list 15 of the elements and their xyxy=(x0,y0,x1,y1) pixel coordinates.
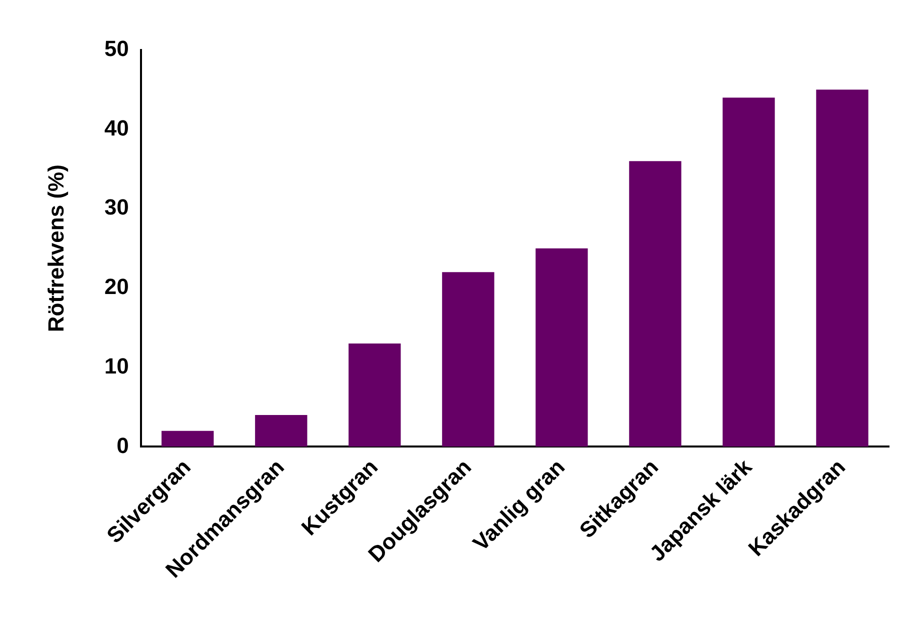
y-tick-label: 40 xyxy=(104,115,129,140)
bar xyxy=(536,248,588,447)
bar xyxy=(722,98,775,447)
bar xyxy=(348,344,401,447)
bar xyxy=(442,272,494,447)
y-tick-label: 50 xyxy=(104,36,129,62)
y-tick-label: 30 xyxy=(104,194,129,220)
y-tick-label: 0 xyxy=(116,432,129,458)
bar xyxy=(629,161,682,447)
bar xyxy=(255,414,308,447)
y-axis-title: Rötfrekvens (%) xyxy=(43,164,68,332)
y-tick-label: 20 xyxy=(104,274,129,300)
bar xyxy=(162,430,214,447)
y-tick-label: 10 xyxy=(104,353,129,378)
bar xyxy=(816,90,868,447)
